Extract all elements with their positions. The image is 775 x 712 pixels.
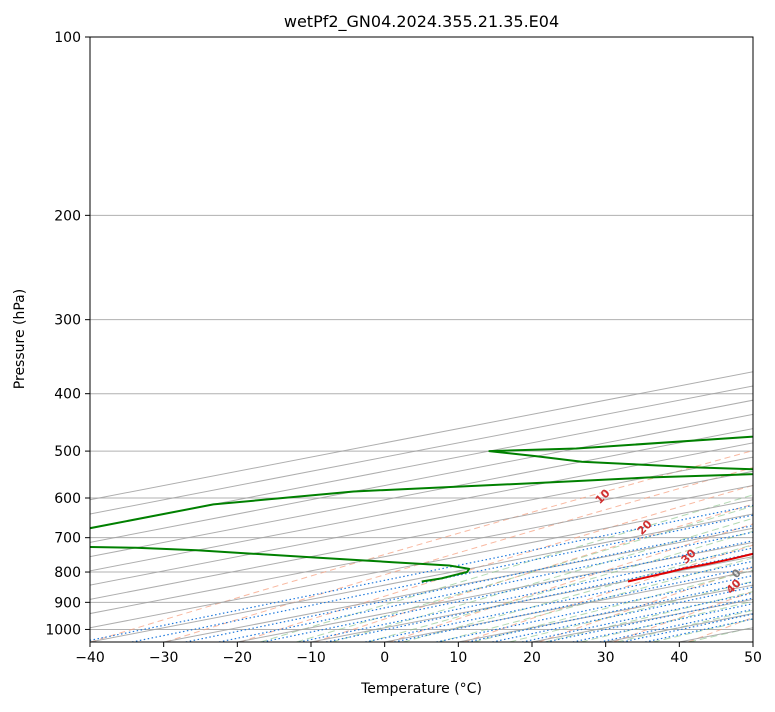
x-tick-label: −30 (149, 650, 179, 666)
y-tick-label: 700 (54, 531, 81, 547)
y-tick-label: 300 (54, 313, 81, 329)
x-tick-label: −10 (296, 650, 326, 666)
x-tick-label: −20 (223, 650, 253, 666)
y-tick-label: 600 (54, 491, 81, 507)
chart-title: wetPf2_GN04.2024.355.21.35.E04 (284, 12, 559, 32)
y-tick-label: 900 (54, 595, 81, 611)
x-axis-label: Temperature (°C) (360, 681, 482, 697)
x-tick-label: 50 (744, 650, 762, 666)
y-axis-label: Pressure (hPa) (12, 289, 28, 389)
y-tick-label: 1000 (45, 622, 81, 638)
x-tick-label: 40 (670, 650, 688, 666)
y-tick-label: 800 (54, 565, 81, 581)
x-tick-label: 20 (523, 650, 541, 666)
y-tick-label: 400 (54, 387, 81, 403)
y-tick-label: 200 (54, 208, 81, 224)
x-tick-label: 30 (597, 650, 615, 666)
x-tick-label: 0 (380, 650, 389, 666)
x-tick-label: −40 (75, 650, 105, 666)
x-tick-label: 10 (449, 650, 467, 666)
y-tick-label: 500 (54, 444, 81, 460)
y-tick-label: 100 (54, 30, 81, 46)
